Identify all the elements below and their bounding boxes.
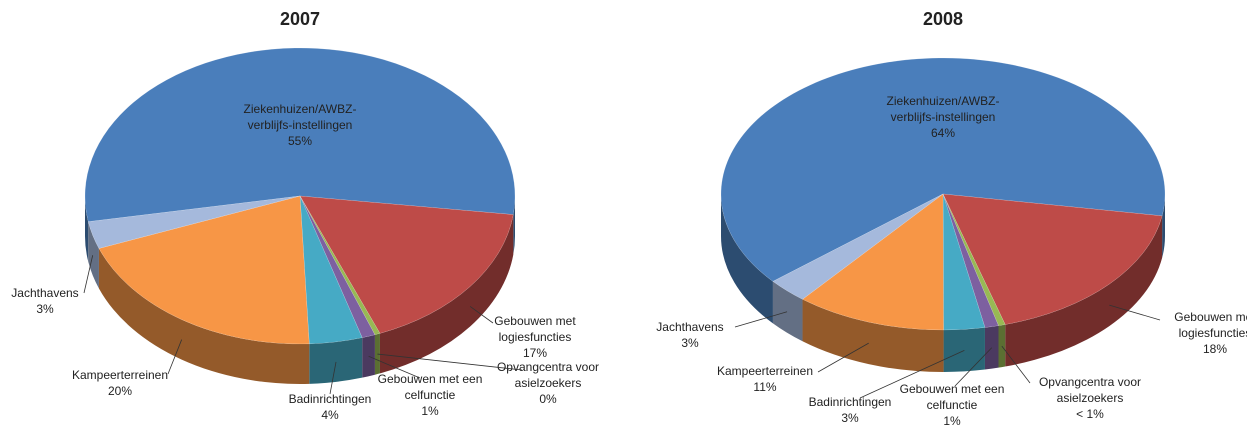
pie-side [88, 221, 99, 289]
pie-side [379, 214, 514, 374]
value-label: 1% [943, 414, 961, 425]
pie-side [1162, 194, 1165, 258]
value-label: 55% [288, 134, 312, 148]
slice-label: logiesfuncties [499, 330, 572, 344]
leader-line [859, 350, 965, 399]
value-label: 18% [1203, 342, 1227, 356]
pie-slice [942, 193, 999, 328]
slice-label: Opvangcentra voor [497, 360, 599, 374]
pie-side [802, 299, 944, 372]
slice-label: asielzoekers [1057, 391, 1124, 405]
slice-label: Kampeerterreinen [72, 368, 168, 382]
pie-slice [942, 193, 1163, 325]
slice-label: Ziekenhuizen/AWBZ- [244, 102, 357, 116]
slice-label: Ziekenhuizen/AWBZ- [887, 94, 1000, 108]
slice-label: verblijfs-instellingen [248, 118, 353, 132]
slice-label: asielzoekers [515, 376, 582, 390]
pie-side [513, 196, 515, 255]
pie-slice [299, 195, 514, 334]
slice-label: Gebouwen met een [900, 382, 1005, 396]
leader-line [469, 306, 494, 324]
value-label: 3% [681, 336, 699, 350]
pie-slice [299, 195, 381, 336]
pie-slice [98, 195, 310, 345]
chart-title: 2008 [923, 9, 963, 29]
leader-line [734, 311, 788, 328]
pie-side [943, 327, 985, 372]
slice-label: celfunctie [927, 398, 978, 412]
pie-side [1005, 215, 1163, 367]
slice-label: Badinrichtingen [289, 392, 372, 406]
slice-label: Gebouwen met [494, 314, 576, 328]
slice-label: Gebouwen met een [378, 372, 483, 386]
slice-label: Kampeerterreinen [717, 364, 813, 378]
pie-slice [942, 193, 1006, 326]
slice-label: logiesfuncties [1179, 326, 1247, 340]
pie-slice [802, 193, 944, 331]
leader-line [954, 347, 993, 387]
pie-slice [772, 193, 944, 300]
value-label: 11% [753, 380, 776, 394]
slice-label: celfunctie [405, 388, 456, 402]
pie-side [98, 248, 310, 384]
pie-slice [299, 195, 363, 345]
slice-label: verblijfs-instellingen [891, 110, 996, 124]
slice-label: Gebouwen met [1174, 310, 1247, 324]
value-label: 1% [421, 404, 439, 418]
slice-label: Jachthavens [11, 286, 78, 300]
pie-slice [942, 193, 986, 331]
leader-line [368, 355, 421, 379]
slice-label: Jachthavens [656, 320, 723, 334]
chart-title: 2007 [280, 9, 320, 29]
value-label: 20% [108, 384, 132, 398]
leader-line [377, 353, 523, 371]
leader-line [1109, 304, 1161, 321]
value-label: 0% [539, 392, 557, 406]
value-label: 4% [321, 408, 339, 422]
value-label: 3% [36, 302, 54, 316]
value-label: 3% [841, 411, 859, 425]
pie-side [362, 334, 375, 378]
slice-label: Opvangcentra voor [1039, 375, 1141, 389]
value-label: < 1% [1076, 407, 1104, 421]
pie-side [721, 194, 773, 324]
value-label: 17% [523, 346, 547, 360]
pie-side [85, 196, 89, 262]
slice-label: Badinrichtingen [809, 395, 892, 409]
leader-line [167, 339, 183, 375]
pie-slice [84, 47, 516, 222]
value-label: 64% [931, 126, 955, 140]
leader-line [83, 255, 94, 294]
pie-side [374, 333, 380, 375]
leader-line [817, 342, 869, 373]
leader-line [1001, 345, 1031, 384]
pie-side [772, 281, 803, 342]
leader-line [329, 361, 337, 395]
pie-side [309, 337, 363, 384]
pie-slice [87, 195, 301, 249]
pie-slice [720, 57, 1166, 282]
pie-side [998, 324, 1006, 368]
pie-side [984, 325, 999, 370]
pie-slice [299, 195, 376, 338]
